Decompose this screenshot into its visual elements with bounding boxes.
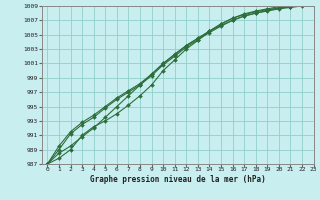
X-axis label: Graphe pression niveau de la mer (hPa): Graphe pression niveau de la mer (hPa): [90, 175, 266, 184]
